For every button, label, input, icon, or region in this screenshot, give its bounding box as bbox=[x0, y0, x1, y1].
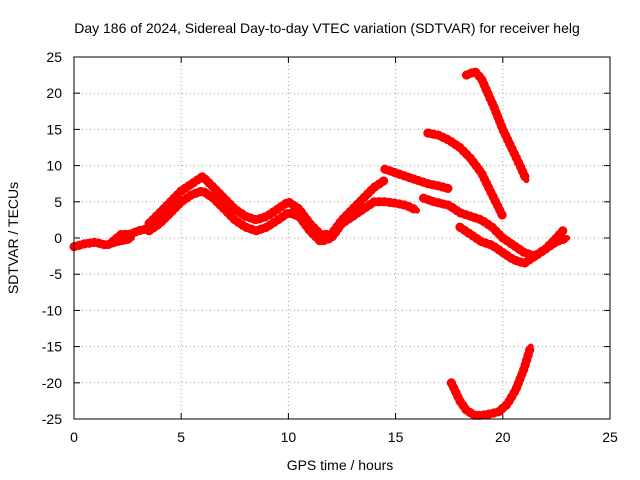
series-track-5-markers bbox=[380, 164, 454, 194]
series-track-2-markers bbox=[108, 224, 150, 247]
y-tick-label: -20 bbox=[42, 375, 62, 391]
x-tick-label: 20 bbox=[495, 429, 511, 445]
y-tick-label: -15 bbox=[42, 339, 62, 355]
grid-lines bbox=[74, 57, 610, 419]
series-track-7-markers bbox=[455, 222, 572, 268]
y-tick-label: 20 bbox=[46, 85, 62, 101]
x-tick-label: 0 bbox=[70, 429, 78, 445]
plot-frame bbox=[73, 56, 611, 420]
x-tick-label: 5 bbox=[177, 429, 185, 445]
chart-title: Day 186 of 2024, Sidereal Day-to-day VTE… bbox=[74, 20, 580, 36]
x-tick-label: 15 bbox=[388, 429, 404, 445]
y-tick-label: -5 bbox=[50, 266, 63, 282]
y-tick-label: -10 bbox=[42, 302, 62, 318]
y-tick-label: 15 bbox=[46, 121, 62, 137]
y-tick-label: 5 bbox=[54, 194, 62, 210]
series-track-10-markers bbox=[446, 342, 536, 420]
series-track-1-markers bbox=[69, 233, 137, 252]
x-axis-label: GPS time / hours bbox=[287, 457, 394, 473]
series-track-9-markers bbox=[461, 67, 531, 185]
x-tick-label: 10 bbox=[281, 429, 297, 445]
y-axis-label: SDTVAR / TECUs bbox=[5, 182, 21, 294]
series-track-8-markers bbox=[423, 128, 508, 221]
series-track-4-markers bbox=[144, 186, 422, 247]
x-tick-label: 25 bbox=[602, 429, 618, 445]
y-tick-label: -25 bbox=[42, 411, 62, 427]
tick-labels: 0 5 10 15 20 25 -25 -20 -15 -10 -5 0 5 10 15 20 25 bbox=[42, 49, 618, 445]
data-series bbox=[69, 67, 572, 420]
y-tick-label: 0 bbox=[54, 230, 62, 246]
y-tick-label: 10 bbox=[46, 158, 62, 174]
y-tick-label: 25 bbox=[46, 49, 62, 65]
